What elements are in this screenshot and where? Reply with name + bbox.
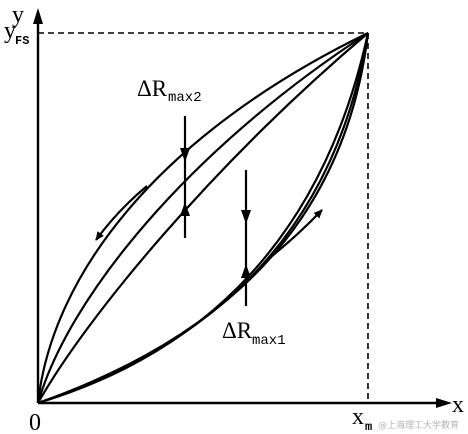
x-m-label-sub: m xyxy=(365,420,372,434)
y-fs-label-main: y xyxy=(4,18,16,44)
lower-curve-3 xyxy=(37,32,370,405)
delta-rmax2-down-arrow-icon xyxy=(180,148,190,162)
unloading-direction-arrow-icon xyxy=(95,185,148,241)
delta-rmax1-down-arrow-icon xyxy=(241,210,251,224)
x-axis-label: x xyxy=(452,392,464,418)
y-axis-arrow-icon xyxy=(33,8,43,24)
upper-curve-3 xyxy=(37,32,369,404)
delta-rmax1-up-arrow-icon xyxy=(241,264,251,278)
delta-rmax2-label-sub: max2 xyxy=(168,90,202,106)
delta-rmax1-label-sub: max1 xyxy=(252,333,286,349)
x-m-label-main: x xyxy=(352,404,364,430)
upper-curve-1 xyxy=(36,32,369,404)
lower-curve-2 xyxy=(37,32,370,405)
lower-curve-1 xyxy=(37,32,370,405)
delta-rmax2-up-arrow-icon xyxy=(180,202,190,216)
origin-label: 0 xyxy=(29,410,41,434)
watermark-text: @上海理工大学教育 xyxy=(378,419,459,431)
loading-direction-arrow-icon xyxy=(271,209,323,257)
y-axis-label: y xyxy=(12,2,24,28)
x-axis-arrow-icon xyxy=(436,398,452,408)
delta-rmax2-label-main: ΔR xyxy=(137,76,168,101)
y-fs-label-sub: FS xyxy=(15,34,29,48)
upper-curve-2 xyxy=(36,32,369,404)
delta-rmax1-label-main: ΔR xyxy=(222,318,253,343)
